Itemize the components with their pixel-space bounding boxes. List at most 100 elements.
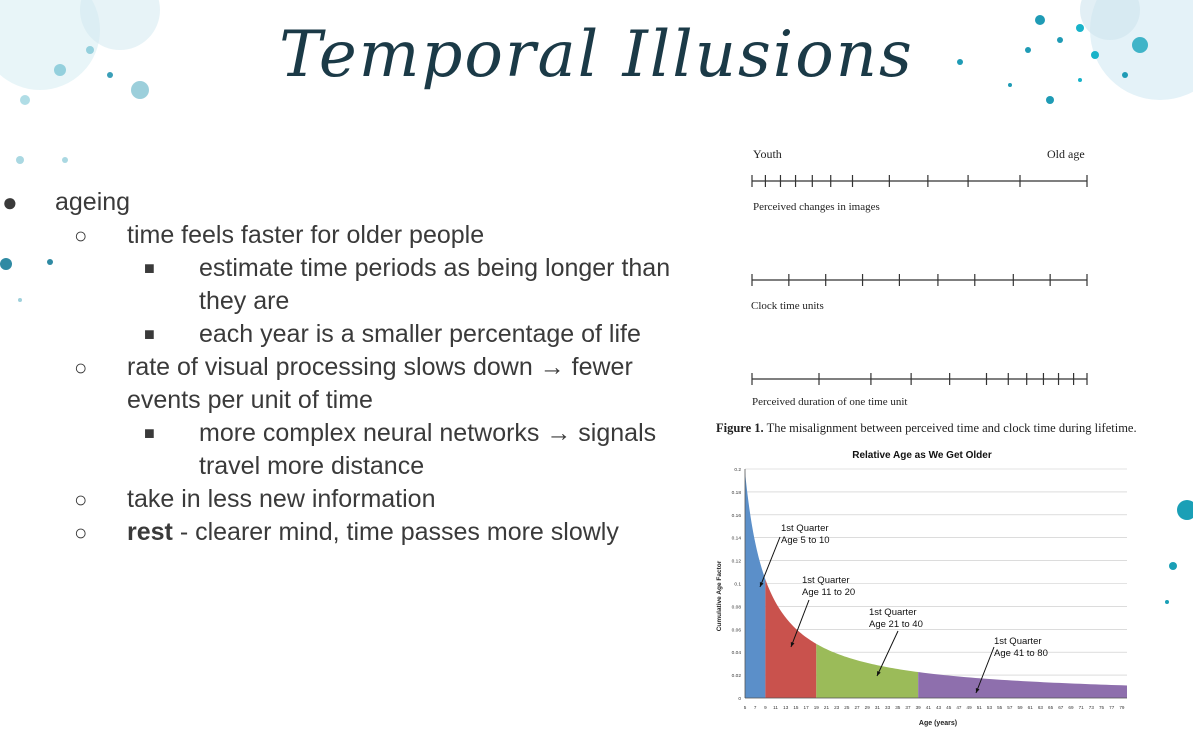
x-tick-label: 65	[1048, 705, 1054, 710]
y-tick-label: 0.14	[732, 536, 742, 542]
figure-caption: Figure 1. The misalignment between perce…	[716, 421, 1137, 435]
bullet-item: ○ take in less new information	[0, 483, 680, 516]
y-tick-label: 0.02	[732, 673, 742, 679]
bullet-bold-text: rest	[127, 518, 173, 546]
bullet-item: ■ each year is a smaller percentage of l…	[0, 318, 680, 351]
bullet-item: ○ rate of visual processing slows down →…	[0, 351, 680, 417]
x-tick-label: 61	[1028, 705, 1034, 710]
bullet-text: time feels faster for older people	[127, 221, 485, 249]
area-segment	[918, 672, 1127, 698]
x-tick-label: 11	[773, 705, 778, 710]
slide-title: Temporal Illusions	[279, 18, 914, 92]
bullet-text: estimate time periods as being longer th…	[199, 254, 671, 315]
bullet-text: rate of visual processing slows down → f…	[127, 353, 633, 414]
x-tick-label: 53	[987, 705, 993, 710]
bullet-text: take in less new information	[127, 485, 436, 513]
bullet-item: ● ageing	[0, 186, 680, 219]
x-tick-label: 73	[1089, 705, 1095, 710]
x-tick-label: 49	[967, 705, 973, 710]
line3-label: Perceived duration of one time unit	[752, 396, 907, 408]
x-tick-label: 25	[844, 705, 850, 710]
area-segment	[765, 579, 817, 698]
bullet-item: ○ rest - clearer mind, time passes more …	[0, 516, 680, 549]
y-tick-label: 0.08	[732, 604, 742, 610]
y-tick-label: 0.16	[732, 513, 742, 519]
x-tick-label: 57	[1007, 705, 1013, 710]
annotation-arrow	[975, 646, 995, 694]
y-tick-label: 0.12	[732, 559, 742, 565]
x-tick-label: 7	[754, 705, 757, 710]
annotation-line2: Age 21 to 40	[869, 619, 923, 630]
bullet-square-icon: ■	[144, 423, 155, 443]
annotation-line2: Age 11 to 20	[802, 587, 855, 598]
area-segment	[745, 471, 766, 698]
x-tick-label: 43	[936, 705, 942, 710]
x-tick-label: 27	[854, 705, 860, 710]
figure-timeline: Youth Old age Perceived changes in image…	[712, 138, 1178, 438]
relative-age-chart: Relative Age as We Get Older Age (years)…	[712, 444, 1136, 727]
y-tick-label: 0.18	[732, 490, 742, 496]
caption-bold: Figure 1.	[716, 421, 764, 435]
youth-label: Youth	[753, 147, 782, 161]
x-tick-label: 41	[926, 705, 932, 710]
x-tick-label: 39	[916, 705, 922, 710]
bullet-text: each year is a smaller percentage of lif…	[199, 320, 641, 348]
x-tick-label: 45	[946, 705, 952, 710]
bullet-circle-icon: ○	[74, 520, 88, 545]
annotation-line2: Age 41 to 80	[994, 648, 1048, 659]
x-tick-label: 21	[824, 705, 830, 710]
bullet-circle-icon: ○	[74, 487, 88, 512]
x-tick-label: 51	[977, 705, 983, 710]
y-tick-label: 0.06	[732, 627, 742, 633]
timeline-perceived-duration	[751, 373, 1088, 385]
line2-label: Clock time units	[751, 300, 824, 312]
x-tick-label: 9	[764, 705, 767, 710]
x-tick-label: 47	[956, 705, 962, 710]
x-tick-label: 69	[1068, 705, 1074, 710]
x-tick-label: 33	[885, 705, 891, 710]
bullet-disc-icon: ●	[2, 187, 18, 217]
bullet-text: ageing	[55, 188, 131, 216]
y-tick-label: 0	[738, 696, 741, 702]
bullet-square-icon: ■	[144, 324, 155, 344]
annotation-line1: 1st Quarter	[781, 523, 829, 534]
x-tick-label: 71	[1079, 705, 1085, 710]
bullet-circle-icon: ○	[74, 223, 88, 248]
x-tick-label: 31	[875, 705, 881, 710]
bullet-square-icon: ■	[144, 258, 155, 278]
line1-label: Perceived changes in images	[753, 201, 880, 213]
arrowhead-icon	[975, 688, 980, 693]
x-tick-label: 75	[1099, 705, 1105, 710]
chart-x-axis-label: Age (years)	[919, 720, 957, 727]
x-tick-label: 29	[865, 705, 871, 710]
annotation-line2: Age 5 to 10	[781, 535, 830, 546]
x-tick-label: 77	[1109, 705, 1115, 710]
bullet-text: - clearer mind, time passes more slowly	[172, 518, 619, 546]
arrowhead-icon	[759, 582, 764, 587]
x-tick-label: 67	[1058, 705, 1064, 710]
x-tick-label: 23	[834, 705, 840, 710]
x-tick-label: 5	[744, 705, 747, 710]
y-tick-label: 0.2	[734, 467, 741, 473]
bullet-item: ■ more complex neural networks → signals…	[0, 417, 680, 483]
bullet-text: more complex neural networks → signals t…	[199, 419, 657, 480]
bullet-circle-icon: ○	[74, 355, 88, 380]
annotation-line1: 1st Quarter	[869, 607, 917, 618]
relative-age-chart-svg: Relative Age as We Get Older Age (years)…	[716, 450, 1127, 727]
arrowhead-icon	[790, 642, 795, 647]
x-tick-label: 15	[793, 705, 799, 710]
x-tick-label: 35	[895, 705, 901, 710]
x-tick-label: 17	[804, 705, 810, 710]
annotation-line1: 1st Quarter	[994, 636, 1042, 647]
bullet-list: ● ageing ○ time feels faster for older p…	[0, 186, 680, 549]
chart-title: Relative Age as We Get Older	[852, 450, 992, 461]
decorative-drop-right	[1165, 480, 1193, 625]
annotation-arrow	[876, 630, 899, 677]
chart-y-axis-label: Cumulative Age Factor	[716, 560, 723, 631]
caption-text: The misalignment between perceived time …	[764, 421, 1137, 435]
annotation-line1: 1st Quarter	[802, 575, 850, 586]
